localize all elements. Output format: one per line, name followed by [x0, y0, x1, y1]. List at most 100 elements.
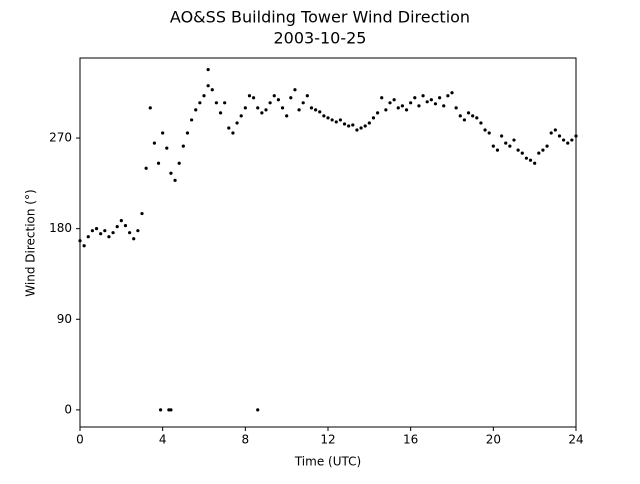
x-tick-label: 8 — [242, 433, 250, 447]
point — [111, 231, 115, 235]
x-tick-label: 12 — [320, 433, 335, 447]
point — [190, 118, 194, 122]
point — [396, 106, 400, 110]
x-tick-label: 16 — [403, 433, 418, 447]
point — [280, 106, 285, 110]
point — [404, 108, 409, 112]
x-axis-label: Time (UTC) — [294, 455, 361, 469]
point — [90, 229, 94, 233]
point — [466, 111, 471, 115]
point — [293, 88, 297, 92]
point — [276, 98, 280, 102]
x-tick-label: 4 — [159, 433, 167, 447]
point — [128, 231, 132, 235]
point — [235, 121, 239, 125]
point — [541, 148, 545, 152]
point — [161, 131, 165, 135]
point — [285, 114, 289, 118]
chart-subtitle: 2003-10-25 — [274, 29, 367, 48]
point — [305, 94, 309, 98]
point — [297, 108, 301, 112]
point — [384, 108, 388, 112]
point — [425, 100, 429, 104]
point — [334, 120, 338, 124]
point — [338, 118, 342, 122]
point — [388, 101, 392, 105]
point — [376, 111, 380, 115]
point — [99, 232, 103, 236]
point — [487, 131, 491, 135]
point — [169, 408, 173, 412]
point — [433, 102, 438, 106]
point — [194, 108, 198, 112]
point — [392, 98, 396, 102]
chart-title: AO&SS Building Tower Wind Direction — [170, 8, 470, 27]
point — [165, 146, 169, 150]
point — [206, 67, 210, 72]
point — [107, 235, 111, 239]
point — [342, 122, 347, 126]
point — [483, 128, 487, 132]
point — [86, 235, 90, 239]
point — [148, 106, 152, 110]
point — [181, 144, 185, 148]
point — [256, 106, 260, 110]
point — [400, 104, 404, 108]
point — [268, 101, 272, 105]
point — [533, 161, 537, 165]
point — [272, 94, 276, 98]
point — [227, 126, 231, 130]
point — [442, 104, 446, 108]
x-tick-label: 0 — [76, 433, 84, 447]
point — [123, 224, 128, 228]
point — [562, 138, 566, 142]
point — [103, 229, 107, 233]
point — [132, 237, 136, 241]
point — [471, 114, 475, 118]
point — [214, 101, 218, 105]
point — [512, 138, 516, 142]
point — [136, 229, 140, 233]
point — [223, 101, 227, 105]
point — [524, 156, 529, 160]
point — [367, 121, 371, 125]
point — [380, 96, 384, 100]
point — [417, 104, 421, 108]
point — [264, 108, 268, 112]
point — [355, 128, 359, 132]
point — [256, 408, 260, 412]
point — [78, 239, 82, 243]
point — [260, 111, 264, 115]
point — [206, 84, 210, 88]
point — [119, 219, 123, 223]
plot-frame — [79, 57, 577, 428]
point — [198, 101, 202, 105]
point — [309, 106, 314, 110]
point — [252, 96, 256, 100]
point — [458, 114, 462, 118]
point — [500, 134, 504, 138]
point — [446, 94, 450, 98]
point — [566, 141, 570, 145]
point — [528, 158, 533, 162]
point — [326, 116, 330, 120]
point — [289, 96, 293, 100]
y-tick-label: 0 — [64, 402, 72, 416]
point — [231, 131, 235, 135]
point — [185, 131, 190, 135]
y-axis-label: Wind Direction (°) — [24, 189, 38, 296]
point — [429, 98, 433, 102]
point — [177, 161, 181, 165]
point — [159, 408, 163, 412]
point — [239, 114, 243, 118]
point — [202, 94, 206, 98]
point — [557, 134, 562, 138]
x-tick-label: 24 — [568, 433, 583, 447]
point — [169, 171, 173, 175]
point — [301, 101, 305, 105]
point — [553, 128, 557, 132]
point — [322, 114, 326, 118]
y-tick-label: 90 — [57, 312, 72, 326]
point — [140, 211, 144, 216]
